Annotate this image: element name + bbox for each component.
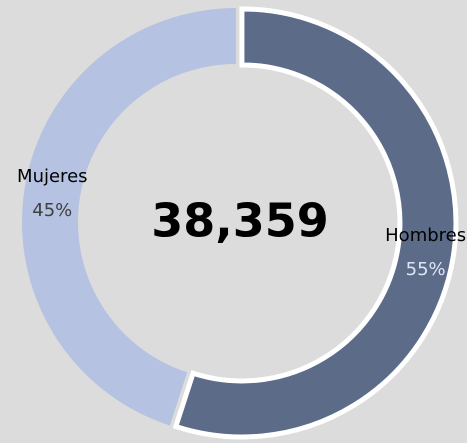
slice-value-label: 45%	[32, 200, 72, 221]
slices	[22, 6, 459, 440]
slice-label: Mujeres	[17, 166, 87, 187]
slice	[172, 6, 459, 440]
slice	[22, 8, 237, 426]
slice-label: Hombres	[385, 225, 466, 246]
center-total: 38,359	[151, 194, 329, 248]
slice-value-label: 55%	[406, 259, 446, 280]
